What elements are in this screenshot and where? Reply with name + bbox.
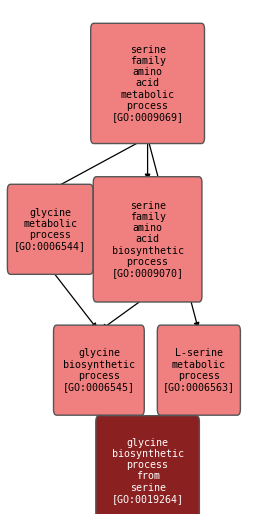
FancyBboxPatch shape xyxy=(53,325,144,415)
Text: serine
family
amino
acid
biosynthetic
process
[GO:0009070]: serine family amino acid biosynthetic pr… xyxy=(112,201,184,278)
Text: glycine
metabolic
process
[GO:0006544]: glycine metabolic process [GO:0006544] xyxy=(14,208,86,251)
Text: glycine
biosynthetic
process
[GO:0006545]: glycine biosynthetic process [GO:0006545… xyxy=(63,348,135,392)
Text: serine
family
amino
acid
metabolic
process
[GO:0009069]: serine family amino acid metabolic proce… xyxy=(112,45,184,122)
FancyBboxPatch shape xyxy=(157,325,240,415)
Text: glycine
biosynthetic
process
from
serine
[GO:0019264]: glycine biosynthetic process from serine… xyxy=(112,438,184,504)
FancyBboxPatch shape xyxy=(7,184,93,275)
FancyBboxPatch shape xyxy=(96,416,199,524)
Text: L-serine
metabolic
process
[GO:0006563]: L-serine metabolic process [GO:0006563] xyxy=(163,348,235,392)
FancyBboxPatch shape xyxy=(93,177,202,302)
FancyBboxPatch shape xyxy=(91,23,205,144)
